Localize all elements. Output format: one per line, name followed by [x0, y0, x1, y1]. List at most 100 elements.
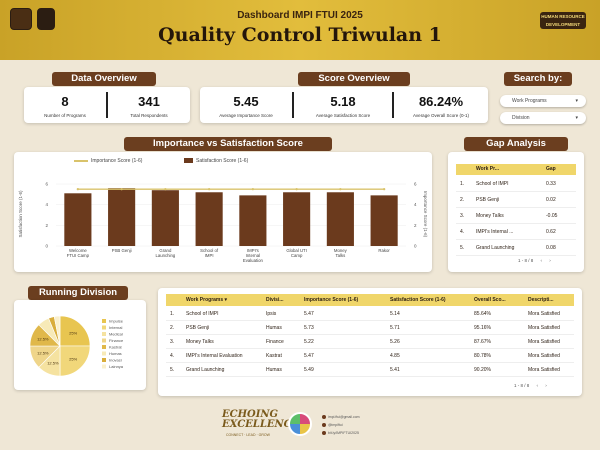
header-description[interactable]: Descripti...: [528, 297, 554, 303]
row-division: Kastrat: [266, 353, 282, 359]
data-overview-card: 8 Number of Programs 341 Total Responden…: [24, 87, 190, 123]
header-importance[interactable]: Importance Score (1-6): [304, 297, 359, 303]
row-number: 1.: [460, 181, 465, 187]
legend-swatch: [102, 358, 106, 362]
table-row: 1. School of IMPI 0.33: [456, 176, 576, 192]
row-program: Grand Launching: [476, 245, 515, 251]
brand-line-1: ECHOING: [222, 409, 279, 420]
work-programs-table-card: Work Programs ▾ Divisi... Importance Sco…: [158, 288, 582, 396]
legend-label: Kastrat: [109, 345, 123, 350]
row-importance: 5.22: [304, 339, 314, 345]
row-overall: 80.78%: [474, 353, 491, 359]
header-satisfaction[interactable]: Satisfaction Score (1-6): [390, 297, 446, 303]
legend-label: Medical: [109, 332, 123, 337]
kpi-value: 341: [138, 94, 160, 109]
x-tick-label: Global UTI Camp: [286, 248, 307, 258]
row-program: IMPI's Internal Evaluation: [186, 353, 243, 359]
contact-text: bit.ly/IMPIFTUI2025: [328, 431, 359, 435]
row-description: Mora Satisfied: [528, 311, 560, 317]
row-satisfaction: 5.41: [390, 367, 400, 373]
university-logo: [10, 8, 32, 30]
row-gap: 0.02: [546, 197, 556, 203]
chevron-right-icon[interactable]: ›: [545, 383, 547, 388]
legend-label: Finance: [109, 338, 124, 343]
pie-slice-label: 25%: [69, 330, 77, 335]
pie-slice-label: 12.5%: [37, 336, 49, 341]
gap-pager: 1 - 8 / 8 ‹ ›: [518, 258, 551, 263]
line-point: [339, 187, 342, 191]
y-tick-label-left: 0: [45, 244, 48, 249]
chevron-left-icon[interactable]: ‹: [536, 383, 539, 388]
kpi-overall: 86.24% Average Overall Score (0-1): [394, 87, 488, 123]
row-satisfaction: 5.71: [390, 325, 400, 331]
chevron-left-icon[interactable]: ‹: [540, 258, 543, 263]
link-icon: [322, 431, 326, 436]
line-point: [164, 187, 167, 191]
y-tick-label-right: 0: [414, 244, 417, 249]
legend-item-satisfaction: Satisfaction Score (1-6): [184, 158, 248, 164]
brand-line-2: EXCELLENCE: [222, 419, 300, 430]
pie-slice-label: 25%: [69, 357, 77, 362]
kpi-label: Total Respondents: [130, 113, 168, 118]
line-point: [251, 187, 255, 191]
contact-link[interactable]: bit.ly/IMPIFTUI2025: [322, 429, 360, 437]
row-importance: 5.49: [304, 367, 314, 373]
hr-development-badge: HUMAN RESOURCE DEVELOPMENT: [540, 12, 586, 29]
mail-icon: [322, 415, 326, 420]
row-program: School of IMPI: [186, 311, 219, 317]
contact-email[interactable]: impi.ftui@gmail.com: [322, 413, 360, 421]
contact-instagram[interactable]: @impiftui: [322, 421, 360, 429]
bar: [195, 192, 223, 246]
header-division[interactable]: Divisi...: [266, 297, 284, 303]
kpi-value: 5.45: [233, 94, 259, 109]
header-overall[interactable]: Overall Sco...: [474, 297, 506, 303]
row-satisfaction: 4.85: [390, 353, 400, 359]
legend-label: Inovasi: [109, 358, 122, 363]
filter-label: Division: [512, 115, 530, 121]
legend-swatch: [102, 364, 106, 369]
x-tick-label: School of IMPI: [200, 248, 219, 258]
gap-header-program[interactable]: Work Pr...: [476, 166, 499, 172]
kpi-divider: [106, 92, 108, 118]
division-filter[interactable]: Division ▾: [500, 112, 586, 124]
chart-title: Importance vs Satisfaction Score: [124, 137, 332, 151]
row-description: Mora Satisfied: [528, 353, 560, 359]
row-number: 2.: [170, 325, 175, 331]
row-number: 5.: [170, 367, 175, 373]
legend-swatch: [102, 319, 106, 323]
gap-header-gap[interactable]: Gap: [546, 166, 556, 172]
row-overall: 87.67%: [474, 339, 491, 345]
legend-label: Lainnya: [109, 364, 124, 369]
logo-group: [10, 8, 55, 30]
row-description: Mora Satisfied: [528, 339, 560, 345]
contact-text: @impiftui: [328, 423, 343, 427]
table-row: 3. Money Talks -0.05: [456, 208, 576, 224]
brand-wordmark: ECHOING EXCELLENCE: [222, 410, 299, 430]
y-tick-label-left: 2: [45, 223, 48, 228]
legend-swatch: [102, 338, 106, 343]
row-overall: 85.64%: [474, 311, 491, 317]
bar: [64, 193, 92, 246]
y-axis-label-left: Satisfaction Score (1-6): [18, 190, 23, 238]
gap-analysis-title: Gap Analysis: [464, 137, 568, 151]
row-gap: -0.05: [546, 213, 558, 219]
header-work-programs[interactable]: Work Programs ▾: [186, 297, 228, 303]
row-importance: 5.73: [304, 325, 314, 331]
row-gap: 0.33: [546, 181, 556, 187]
legend-swatch: [102, 332, 106, 336]
line-point: [207, 187, 211, 191]
row-program: Money Talks: [186, 339, 214, 345]
data-overview-title: Data Overview: [52, 72, 156, 86]
pager-text: 1 - 8 / 8: [518, 258, 534, 263]
y-axis-label-right: Importance Score (1-6): [423, 191, 428, 238]
row-number: 3.: [460, 213, 465, 219]
row-number: 4.: [460, 229, 465, 235]
line-point: [295, 187, 298, 191]
chevron-right-icon[interactable]: ›: [549, 258, 551, 263]
legend-swatch: [102, 345, 106, 349]
y-tick-label-left: 4: [45, 202, 48, 207]
row-program: Money Talks: [476, 213, 504, 219]
work-programs-filter[interactable]: Work Programs ▾: [500, 95, 586, 107]
x-tick-label: Rakor: [378, 248, 390, 253]
legend-label: Impulse: [109, 319, 124, 324]
